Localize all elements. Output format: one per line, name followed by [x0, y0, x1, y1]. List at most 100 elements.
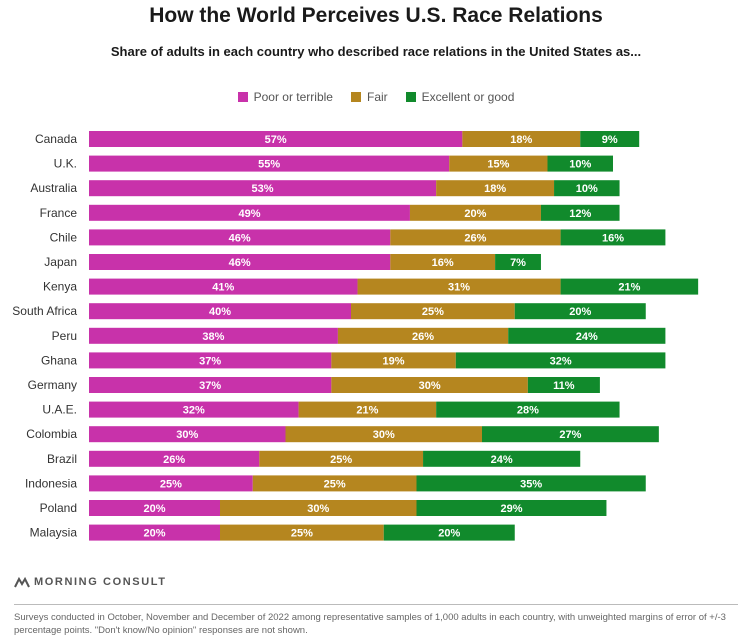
category-label: Brazil: [47, 452, 77, 466]
bar-row-kenya: Kenya 41% 31% 21%: [43, 278, 699, 295]
data-label-good: 10%: [569, 159, 591, 171]
bar-row-ghana: Ghana 37% 19% 32%: [41, 352, 666, 369]
data-label-poor: 25%: [160, 478, 182, 490]
bar-segment-good: [383, 524, 515, 541]
data-label-poor: 57%: [265, 134, 287, 146]
legend-item-fair: Fair: [350, 90, 388, 104]
bar-segment-poor: [89, 131, 463, 147]
category-label: U.A.E.: [42, 403, 77, 417]
footer-divider: [14, 604, 738, 605]
bar-segment-good: [482, 426, 659, 443]
data-label-good: 24%: [576, 331, 598, 343]
data-label-good: 21%: [618, 282, 640, 294]
data-label-fair: 25%: [324, 478, 346, 490]
category-label: Chile: [50, 230, 78, 244]
data-label-poor: 20%: [143, 503, 165, 515]
bar-row-south-africa: South Africa 40% 25% 20%: [12, 303, 646, 320]
bar-row-france: France 49% 20% 12%: [40, 204, 620, 221]
bar-row-indonesia: Indonesia 25% 25% 35%: [25, 475, 646, 492]
bar-segment-fair: [409, 204, 541, 221]
legend: Poor or terrible Fair Excellent or good: [0, 90, 752, 104]
legend-label-poor: Poor or terrible: [253, 90, 333, 104]
data-label-good: 16%: [602, 232, 624, 244]
data-label-fair: 30%: [373, 429, 395, 441]
bar-row-germany: Germany 37% 30% 11%: [28, 377, 600, 393]
bar-row-poland: Poland 20% 30% 29%: [40, 500, 607, 516]
bar-segment-good: [560, 229, 666, 246]
bar-segment-poor: [89, 327, 338, 344]
data-label-fair: 20%: [464, 208, 486, 220]
brand-logo: MORNING CONSULT: [14, 576, 167, 588]
bar-segment-poor: [89, 426, 286, 443]
legend-item-poor: Poor or terrible: [237, 90, 333, 104]
category-label: Australia: [30, 181, 77, 195]
bar-segment-poor: [89, 229, 391, 246]
bar-segment-good: [455, 352, 666, 369]
bar-row-japan: Japan 46% 16% 7%: [44, 254, 541, 270]
data-label-good: 20%: [569, 306, 591, 318]
category-label: Peru: [52, 329, 77, 343]
bar-segment-poor: [89, 204, 410, 221]
data-label-fair: 31%: [448, 282, 470, 294]
bar-row-brazil: Brazil 26% 25% 24%: [47, 450, 581, 467]
legend-label-good: Excellent or good: [421, 90, 515, 104]
bar-segment-good: [547, 155, 613, 172]
category-label: South Africa: [12, 304, 77, 318]
data-label-fair: 30%: [307, 503, 329, 515]
category-label: Poland: [40, 501, 77, 515]
data-label-good: 29%: [500, 503, 522, 515]
data-label-good: 24%: [491, 454, 513, 466]
data-label-good: 11%: [553, 380, 575, 392]
bar-segment-fair: [449, 155, 548, 172]
data-label-good: 28%: [517, 405, 539, 417]
bar-row-canada: Canada 57% 18% 9%: [35, 131, 640, 147]
bar-row-peru: Peru 38% 26% 24%: [52, 327, 666, 344]
legend-swatch-fair: [350, 92, 361, 102]
bar-segment-fair: [390, 229, 561, 246]
bar-segment-fair: [285, 426, 482, 443]
data-label-poor: 20%: [143, 528, 165, 540]
bar-segment-poor: [89, 254, 391, 270]
legend-swatch-poor: [237, 92, 248, 102]
data-label-good: 7%: [510, 257, 526, 269]
bar-segment-good: [495, 254, 541, 270]
bar-segment-fair: [298, 401, 437, 418]
data-label-fair: 19%: [383, 355, 405, 367]
data-label-good: 32%: [550, 355, 572, 367]
legend-swatch-good: [405, 92, 416, 102]
bar-segment-fair: [436, 180, 555, 197]
brand-name: MORNING CONSULT: [34, 576, 167, 588]
data-label-fair: 16%: [432, 257, 454, 269]
bar-segment-good: [560, 278, 699, 295]
bar-segment-fair: [331, 377, 528, 393]
bar-segment-good: [540, 204, 620, 221]
data-label-poor: 46%: [229, 232, 251, 244]
bar-segment-poor: [89, 500, 220, 516]
bar-row-malaysia: Malaysia 20% 25% 20%: [30, 524, 515, 541]
category-label: U.K.: [54, 157, 77, 171]
legend-item-good: Excellent or good: [405, 90, 515, 104]
footnote: Surveys conducted in October, November a…: [14, 612, 726, 636]
data-label-good: 12%: [569, 208, 591, 220]
data-label-good: 9%: [602, 134, 618, 146]
bar-segment-fair: [220, 524, 384, 541]
bar-segment-good: [416, 475, 646, 492]
data-label-poor: 53%: [252, 183, 274, 195]
bar-segment-good: [527, 377, 600, 393]
data-label-poor: 41%: [212, 282, 234, 294]
data-label-fair: 26%: [412, 331, 434, 343]
bar-segment-poor: [89, 450, 260, 467]
bar-segment-good: [554, 180, 620, 197]
bar-segment-poor: [89, 155, 450, 172]
bar-segment-good: [514, 303, 646, 320]
bar-segment-fair: [462, 131, 581, 147]
bar-segment-poor: [89, 401, 299, 418]
stacked-bar-chart: Canada 57% 18% 9% U.K. 55% 15% 10% Australia 53% 1…: [12, 131, 699, 541]
data-label-fair: 18%: [510, 134, 532, 146]
bar-segment-fair: [390, 254, 496, 270]
bar-segment-poor: [89, 180, 437, 197]
data-label-good: 10%: [576, 183, 598, 195]
data-label-fair: 26%: [464, 232, 486, 244]
bar-row-u-a-e: U.A.E. 32% 21% 28%: [42, 401, 620, 418]
bar-segment-fair: [331, 352, 456, 369]
